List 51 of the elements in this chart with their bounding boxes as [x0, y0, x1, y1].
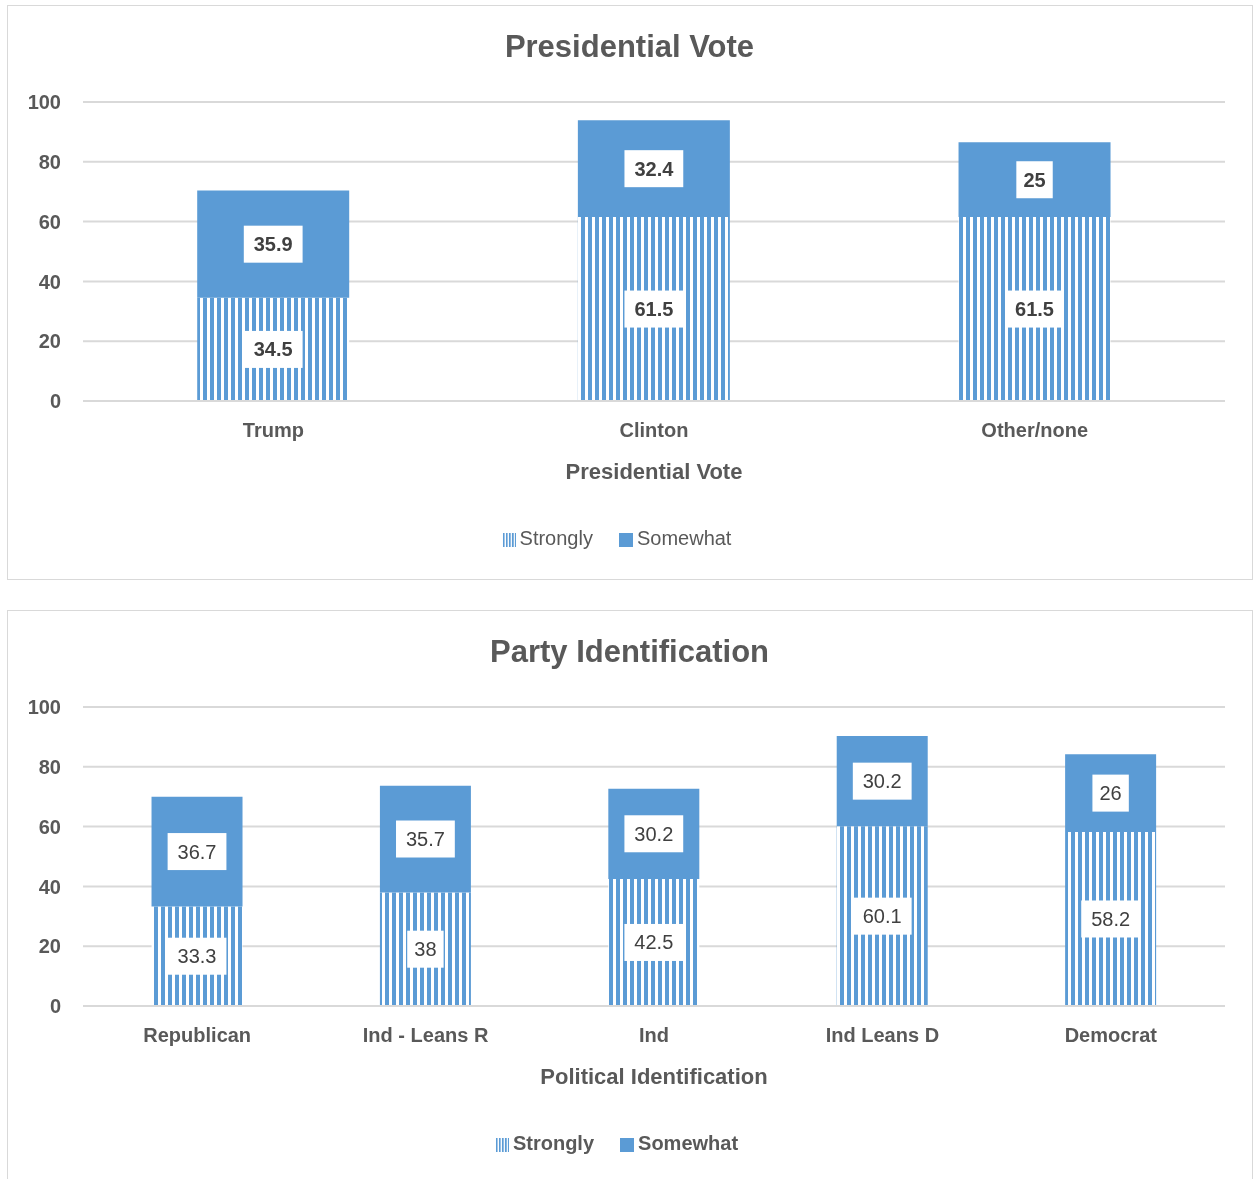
- bar: [1064, 831, 1156, 1006]
- data-label: 60.1: [862, 904, 902, 927]
- y-tick-label: 0: [49, 389, 61, 412]
- data-label: 38: [413, 937, 437, 960]
- data-label: 35.7: [405, 827, 445, 850]
- x-tick-label: Trump: [242, 418, 304, 441]
- bar: [836, 825, 928, 1006]
- y-tick-label: 80: [38, 755, 61, 778]
- data-label: 25: [1022, 168, 1046, 191]
- data-label: 30.2: [633, 822, 673, 845]
- y-tick-label: 40: [38, 875, 61, 897]
- legend-label: Strongly: [512, 1131, 595, 1154]
- data-label: 36.7: [177, 840, 216, 863]
- legend-label: Strongly: [519, 526, 593, 549]
- legend-label: Somewhat: [638, 1131, 739, 1154]
- y-tick-label: 80: [38, 150, 61, 173]
- x-tick-label: Other/none: [980, 418, 1088, 441]
- y-tick-label: 20: [38, 934, 61, 957]
- y-tick-label: 60: [38, 210, 61, 233]
- data-label: 33.3: [177, 944, 216, 967]
- legend-label: Somewhat: [636, 526, 732, 549]
- y-tick-label: 100: [27, 90, 61, 113]
- bar: [577, 216, 730, 401]
- y-tick-label: 100: [27, 695, 61, 718]
- data-label: 30.2: [862, 769, 902, 792]
- chart-title: Presidential Vote: [503, 27, 756, 66]
- bar: [958, 216, 1111, 401]
- x-tick-label: Clinton: [619, 418, 688, 441]
- y-tick-label: 40: [38, 270, 61, 292]
- bar: [196, 190, 349, 298]
- bar: [379, 891, 471, 1006]
- x-tick-label: Ind: [638, 1023, 669, 1046]
- x-tick-label: Ind Leans D: [825, 1023, 939, 1046]
- data-label: 61.5: [633, 297, 673, 320]
- bar: [958, 141, 1111, 217]
- x-tick-label: Ind - Leans R: [362, 1023, 489, 1046]
- data-label: 34.5: [253, 337, 293, 360]
- data-label: 32.4: [633, 157, 674, 180]
- y-tick-label: 20: [38, 329, 61, 352]
- x-axis-title: Political Identification: [539, 1063, 768, 1089]
- x-tick-label: Republican: [142, 1023, 251, 1046]
- x-tick-label: Democrat: [1064, 1023, 1157, 1046]
- data-label: 35.9: [253, 232, 293, 255]
- data-label: 26: [1098, 781, 1122, 804]
- chart-title: Party Identification: [488, 632, 770, 671]
- data-label: 61.5: [1014, 297, 1054, 320]
- data-label: 58.2: [1090, 907, 1130, 930]
- x-axis-title: Presidential Vote: [565, 458, 742, 484]
- y-tick-label: 0: [49, 994, 61, 1017]
- data-label: 42.5: [633, 930, 673, 953]
- y-tick-label: 60: [38, 815, 61, 838]
